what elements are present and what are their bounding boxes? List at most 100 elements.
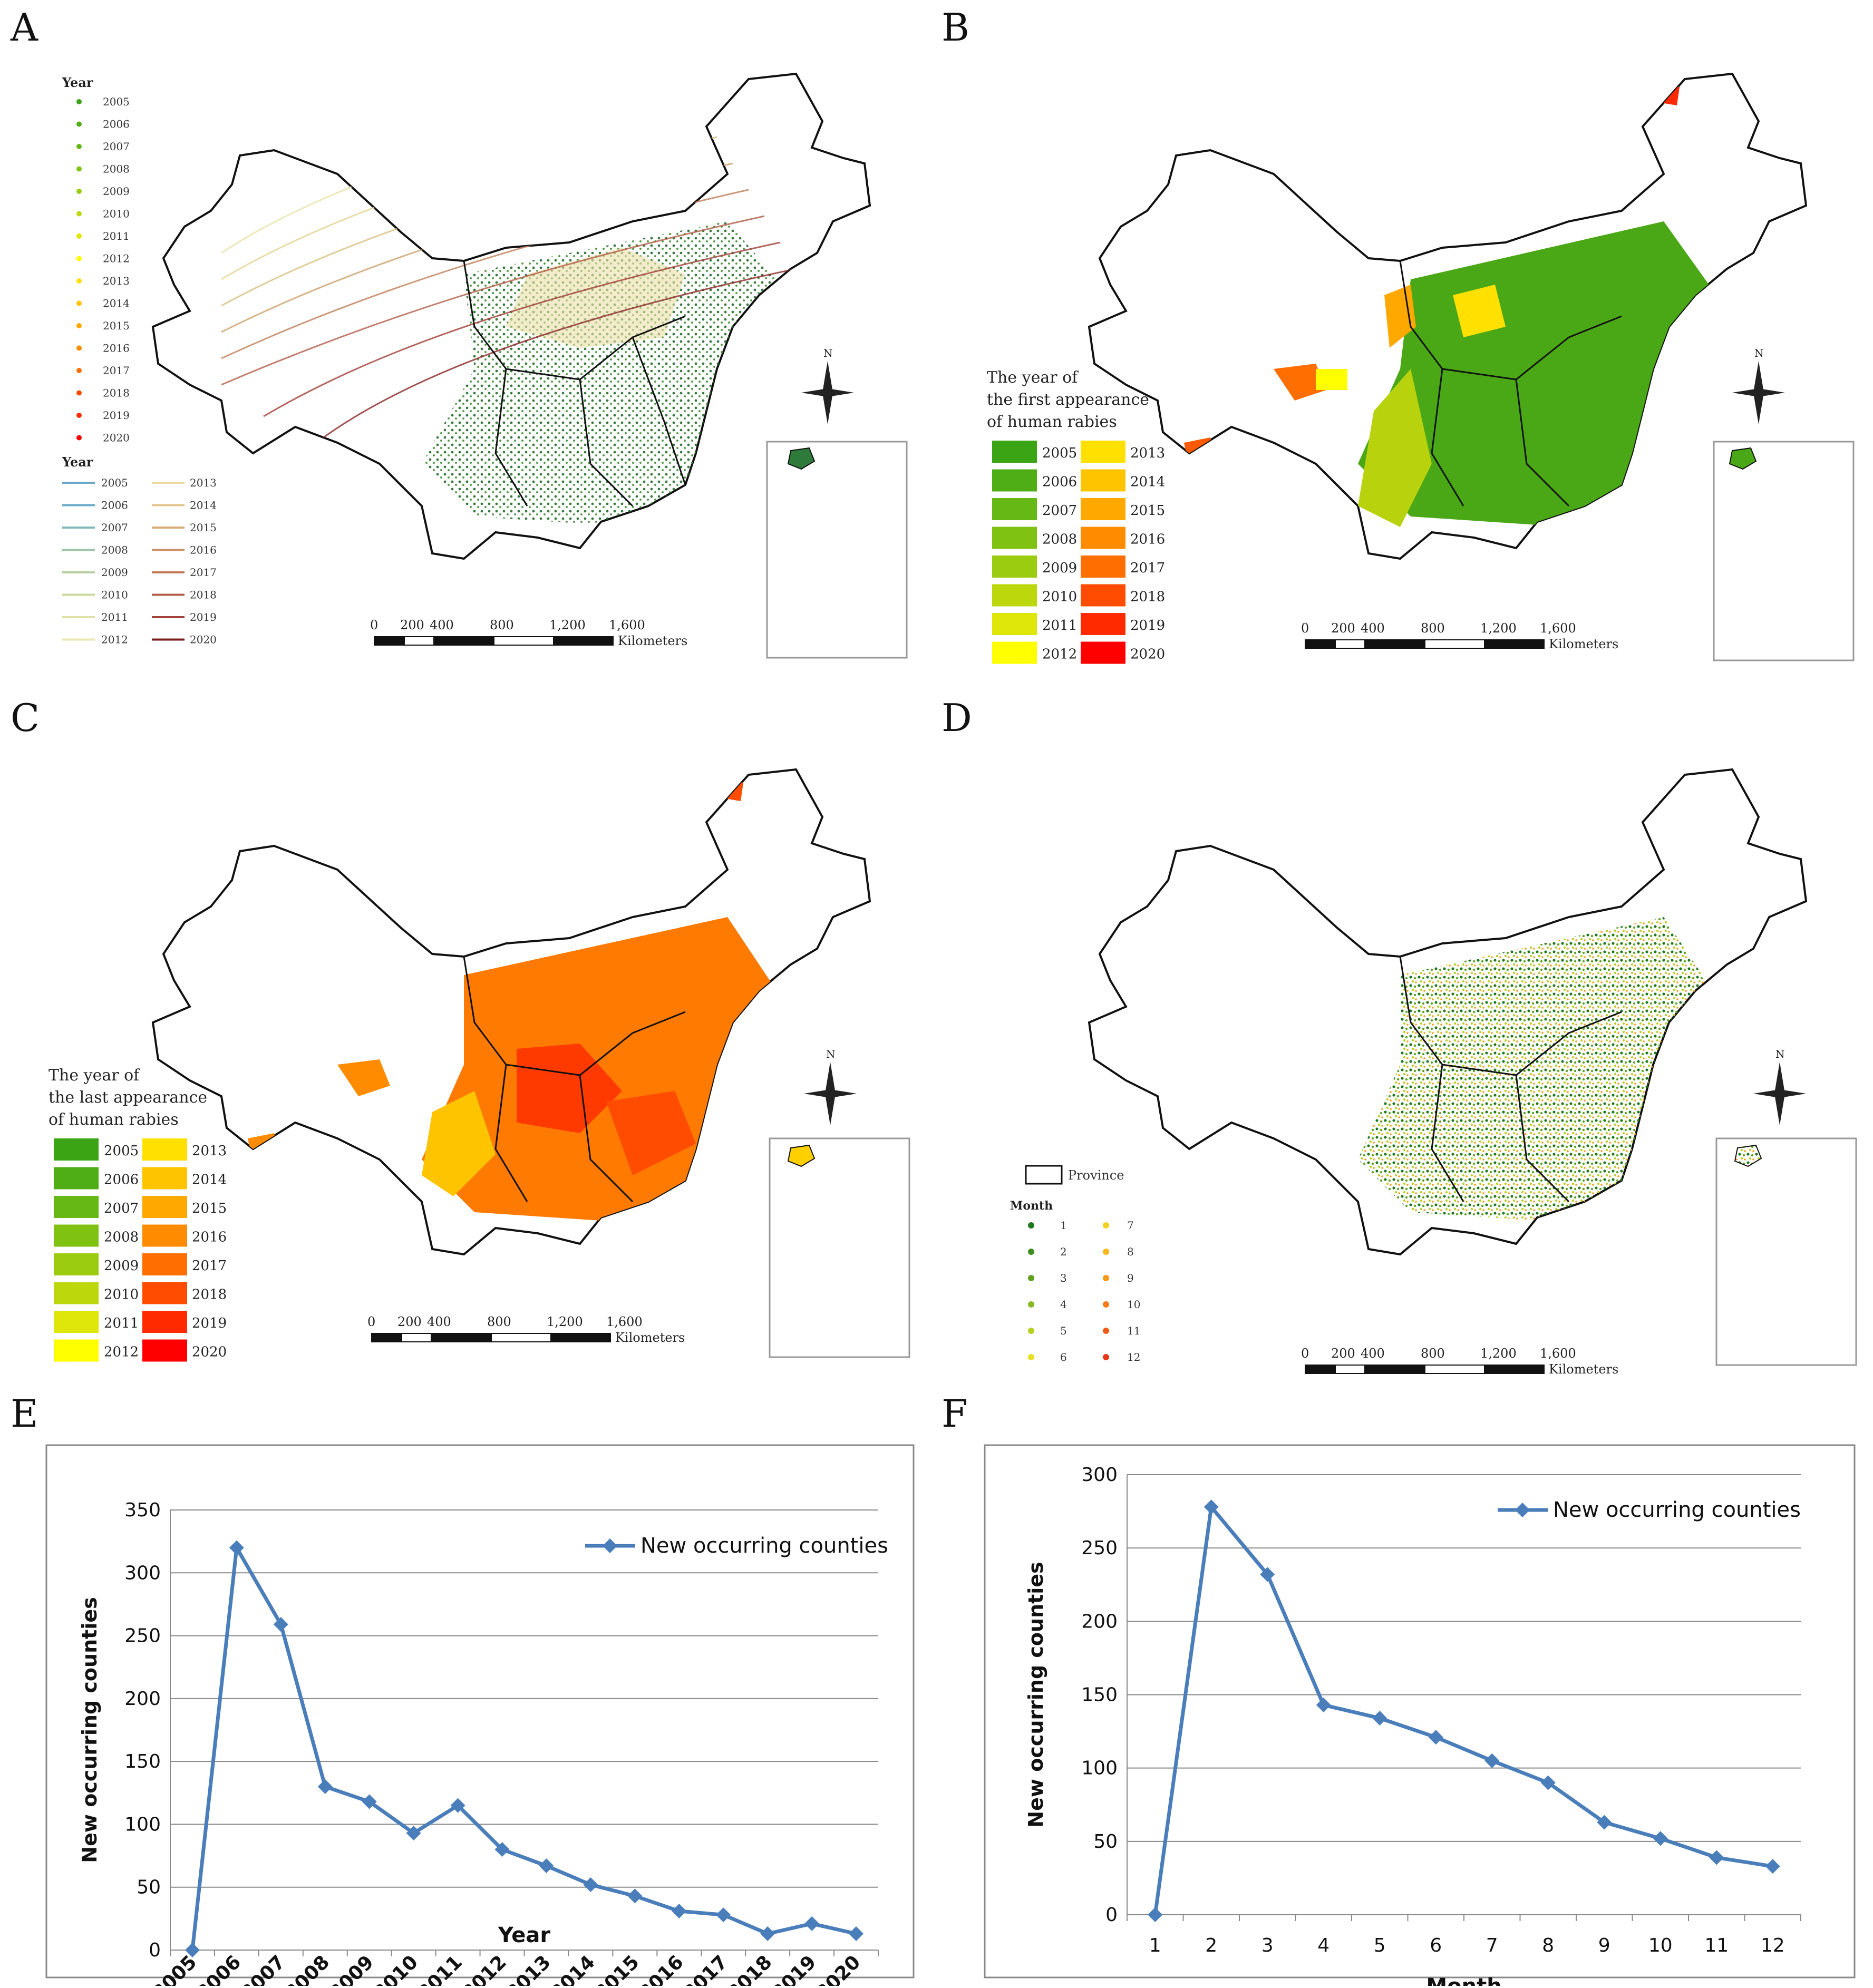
legend-label: 2007 bbox=[104, 1201, 139, 1216]
x-tick-label: 10 bbox=[1648, 1935, 1673, 1956]
month-label: 12 bbox=[1127, 1351, 1140, 1363]
legend-label: 2014 bbox=[1130, 474, 1165, 490]
legend-lines: 2005 2006 2007 2008 2009 2010 2011 2012 2013 2014… bbox=[62, 476, 217, 646]
legend-swatch bbox=[1081, 641, 1125, 664]
data-point bbox=[1148, 1907, 1163, 1922]
month-swatch bbox=[1103, 1301, 1109, 1308]
legend-swatch bbox=[1081, 469, 1125, 492]
legend-swatch bbox=[1081, 584, 1125, 607]
legend-label: 2011 bbox=[104, 1315, 139, 1331]
month-label: 1 bbox=[1060, 1219, 1067, 1232]
legend-marker bbox=[1515, 1503, 1530, 1517]
data-point bbox=[185, 1943, 200, 1957]
legend-label: 2012 bbox=[1042, 647, 1077, 662]
scale-tick-label: 200 bbox=[1331, 621, 1355, 636]
x-tick-label: 2 bbox=[1205, 1935, 1217, 1956]
month-label: 4 bbox=[1060, 1298, 1067, 1311]
legend-label: 2020 bbox=[192, 1344, 227, 1360]
y-tick-label: 50 bbox=[1093, 1831, 1118, 1853]
legend-line-label: 2007 bbox=[101, 521, 128, 534]
panel-b: B The year of the first appearance of huma… bbox=[936, 0, 1873, 680]
legend-swatch bbox=[992, 527, 1037, 549]
legend-swatch bbox=[992, 441, 1037, 463]
legend-point-swatch bbox=[76, 189, 82, 194]
scale-tick-label: 200 bbox=[1331, 1346, 1355, 1361]
x-tick-label: 11 bbox=[1704, 1935, 1729, 1956]
legend-swatch bbox=[992, 641, 1037, 664]
month-label: 3 bbox=[1060, 1272, 1067, 1284]
scale-unit: Kilometers bbox=[618, 634, 687, 648]
scale-tick-label: 0 bbox=[370, 618, 378, 632]
legend-label: 2009 bbox=[104, 1258, 139, 1274]
legend-swatch bbox=[992, 469, 1037, 492]
legend-point-label: 2007 bbox=[103, 140, 130, 153]
north-arrow-icon: N bbox=[1732, 347, 1785, 424]
panel-a-map: Year 2005 2006 2007 2008 2009 2010 2011 2012 201… bbox=[62, 73, 908, 659]
south-china-sea-inset bbox=[1715, 1137, 1857, 1366]
legend-label: 2018 bbox=[192, 1287, 227, 1303]
scale-segment bbox=[374, 636, 405, 646]
month-swatch bbox=[1103, 1249, 1109, 1255]
north-arrow-icon: N bbox=[804, 1048, 857, 1125]
legend-line-label: 2008 bbox=[101, 544, 128, 557]
svg-text:N: N bbox=[1775, 1048, 1785, 1060]
legend-point-label: 2013 bbox=[103, 275, 130, 287]
x-tick-label: 6 bbox=[1430, 1935, 1442, 1956]
legend-label: New occurring counties bbox=[640, 1534, 888, 1558]
data-point bbox=[539, 1858, 554, 1874]
legend-line-label: 2018 bbox=[190, 589, 217, 601]
month-swatch bbox=[1028, 1301, 1034, 1308]
scale-unit: Kilometers bbox=[1549, 1362, 1618, 1377]
month-swatch bbox=[1028, 1275, 1034, 1281]
legend-label: 2008 bbox=[1042, 532, 1077, 548]
data-point bbox=[804, 1916, 820, 1931]
scale-unit: Kilometers bbox=[1549, 637, 1618, 651]
legend-label: 2013 bbox=[1130, 445, 1165, 461]
panel-c-letter: C bbox=[11, 696, 40, 740]
legend-title-line: The year of bbox=[48, 1066, 140, 1085]
scale-tick-label: 1,600 bbox=[606, 1314, 643, 1329]
scale-segment bbox=[550, 1333, 611, 1342]
x-tick-label: 3 bbox=[1261, 1935, 1274, 1956]
y-tick-label: 300 bbox=[1081, 1464, 1118, 1486]
panel-f-letter: F bbox=[942, 1391, 968, 1436]
legend-swatch bbox=[1081, 613, 1125, 635]
y-tick-label: 200 bbox=[124, 1688, 161, 1710]
month-label: 11 bbox=[1127, 1324, 1140, 1337]
legend-label: 2014 bbox=[192, 1172, 227, 1188]
data-point bbox=[273, 1617, 288, 1632]
legend-swatch bbox=[54, 1253, 99, 1275]
svg-text:N: N bbox=[826, 1048, 836, 1060]
series-line bbox=[190, 1546, 857, 1951]
legend-point-label: 2014 bbox=[103, 297, 130, 310]
scale-tick-label: 1,200 bbox=[1480, 1346, 1517, 1361]
legend-label: 2015 bbox=[1130, 503, 1165, 519]
panel-a: A Year bbox=[0, 0, 936, 680]
legend-title-line: of human rabies bbox=[987, 413, 1117, 431]
data-point bbox=[1428, 1730, 1443, 1745]
month-swatch bbox=[1028, 1249, 1034, 1255]
month-title: Month bbox=[1010, 1199, 1053, 1213]
scale-tick-label: 200 bbox=[400, 618, 424, 632]
legend-title-line: the last appearance bbox=[48, 1088, 207, 1107]
svg-text:N: N bbox=[823, 347, 833, 359]
legend-point-label: 2019 bbox=[103, 409, 130, 422]
legend-swatch bbox=[1081, 556, 1125, 578]
north-arrow-icon: N bbox=[801, 347, 854, 424]
chart-frame bbox=[45, 1444, 915, 1979]
legend-swatch bbox=[142, 1196, 187, 1218]
scale-tick-label: 800 bbox=[1421, 621, 1445, 636]
y-axis-label: New occurring counties bbox=[78, 1597, 101, 1863]
legend-swatch bbox=[142, 1253, 187, 1275]
data-point bbox=[229, 1540, 244, 1555]
y-axis-label: New occurring counties bbox=[1024, 1562, 1047, 1827]
series-line bbox=[1153, 1505, 1773, 1915]
legend-points-title: Year bbox=[62, 75, 93, 90]
scale-segment bbox=[401, 1333, 432, 1342]
legend-point-label: 2015 bbox=[103, 319, 130, 332]
legend-point-swatch bbox=[76, 345, 82, 351]
legend-point-label: 2008 bbox=[103, 163, 130, 176]
province-label: Province bbox=[1068, 1168, 1124, 1183]
